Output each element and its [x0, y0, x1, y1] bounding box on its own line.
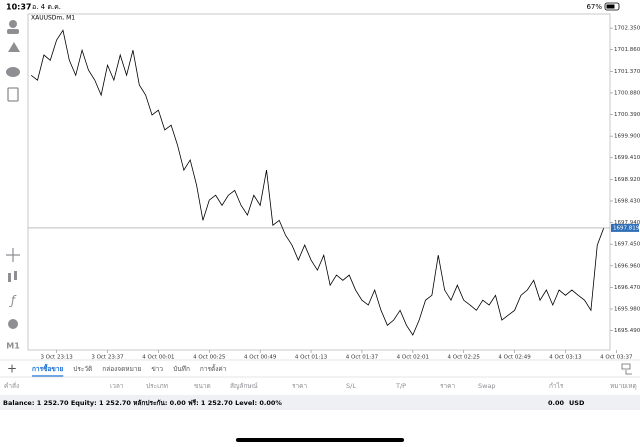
y-tick-label: 1702.350 [614, 26, 640, 32]
price-line [30, 29, 605, 336]
x-tick-label: 4 Oct 03:13 [549, 355, 582, 361]
tab[interactable]: ประวัติ [73, 365, 92, 373]
tool-icon[interactable] [6, 67, 20, 77]
tab[interactable]: ข่าว [151, 365, 163, 373]
plot: 1702.350 1701.860 1701.370 1700.880 1700.390… [28, 26, 640, 361]
current-price-box [611, 223, 639, 232]
y-tick-label: 1696.960 [614, 263, 640, 269]
x-tick-label: 4 Oct 00:49 [244, 355, 277, 361]
x-tick-label: 4 Oct 00:25 [193, 355, 226, 361]
account-summary: Balance: 1 252.70 Equity: 1 252.70 หลักป… [3, 399, 282, 407]
y-tick-label: 1700.390 [614, 112, 640, 118]
current-price-label: 1697.819 [613, 225, 640, 231]
left-toolbar: ƒ [6, 20, 20, 329]
column-header: คำสั่ง เวลา ประเภท ขนาด สัญลักษณ์ ราคา S/L T/P ร… [4, 381, 637, 390]
x-tick-label: 4 Oct 03:37 [600, 355, 633, 361]
tab[interactable]: บันทึก [173, 365, 190, 373]
x-tick-label: 4 Oct 01:13 [295, 355, 328, 361]
tab[interactable]: กล่องจดหมาย [102, 365, 141, 373]
column-label: ประเภท [146, 382, 168, 390]
y-tick-label: 1698.920 [614, 177, 640, 183]
y-tick-label: 1695.490 [614, 328, 640, 334]
timeframe[interactable]: M1 [6, 342, 20, 351]
y-tick-label: 1699.410 [614, 155, 640, 161]
column-label: สัญลักษณ์ [230, 382, 258, 390]
y-tick-label: 1695.980 [614, 306, 640, 312]
tool-icon[interactable] [9, 20, 17, 28]
y-tick-label: 1701.860 [614, 47, 640, 53]
column-label: หมายเหตุ [610, 382, 637, 390]
column-label: S/L [346, 382, 356, 390]
x-tick-label: 4 Oct 02:25 [448, 355, 481, 361]
column-label: ราคา [440, 382, 455, 390]
y-tick-label: 1701.370 [614, 69, 640, 75]
status-date: อ. 4 ต.ค. [32, 3, 61, 11]
column-label: คำสั่ง [4, 381, 19, 390]
chart-title: XAUUSDm, M1 [31, 15, 75, 22]
tool-icon[interactable] [8, 273, 11, 282]
battery-icon [604, 2, 620, 11]
add-button[interactable]: + [7, 362, 17, 376]
tool-icon[interactable] [6, 248, 20, 262]
y-tick-label: 1697.940 [614, 220, 640, 226]
tool-icon[interactable] [7, 29, 19, 34]
x-tick-label: 4 Oct 02:49 [498, 355, 531, 361]
tool-icon[interactable]: ƒ [9, 294, 17, 308]
x-tick-label: 3 Oct 23:13 [40, 355, 73, 361]
battery-fill [606, 4, 615, 9]
tool-icon[interactable] [7, 87, 19, 102]
column-label: ราคา [292, 382, 307, 390]
tab-bar: การซื้อขาย ประวัติ กล่องจดหมาย ข่าว บันทึก กา… [32, 363, 227, 377]
column-label: T/P [395, 382, 406, 390]
y-tick-label: 1699.900 [614, 134, 640, 140]
tool-icon[interactable] [8, 42, 20, 52]
tool-icon[interactable] [14, 271, 17, 280]
layout-icon[interactable] [621, 363, 632, 375]
column-label: Swap [478, 382, 496, 390]
column-label: กำไร [549, 382, 564, 390]
x-tick-label: 4 Oct 01:37 [346, 355, 379, 361]
tab[interactable]: การตั้งค่า [200, 364, 227, 373]
tab[interactable]: การซื้อขาย [32, 363, 63, 373]
status-time: 10:37 [6, 3, 31, 12]
profit: 0.00 [548, 399, 565, 407]
balance-row [0, 395, 640, 410]
x-tick-label: 3 Oct 23:37 [91, 355, 124, 361]
y-tick-label: 1698.430 [614, 198, 640, 204]
column-label: ขนาด [194, 382, 211, 390]
y-tick-label: 1700.880 [614, 90, 640, 96]
battery-level: 67% [586, 3, 602, 11]
column-label: เวลา [110, 382, 124, 390]
chart-frame [27, 13, 611, 351]
currency: USD [569, 399, 585, 407]
x-tick-label: 4 Oct 02:01 [397, 355, 429, 361]
y-tick-label: 1696.470 [614, 285, 640, 291]
y-tick-label: 1697.450 [614, 242, 640, 248]
x-tick-label: 4 Oct 00:01 [142, 355, 174, 361]
home-indicator [236, 438, 404, 442]
tool-icon[interactable] [8, 319, 18, 329]
